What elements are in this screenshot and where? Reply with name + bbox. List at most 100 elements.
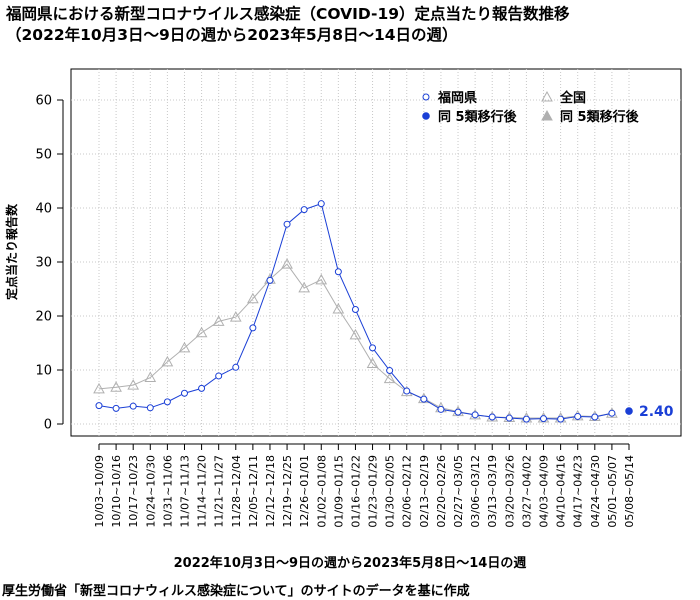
x-tick-label-24: 03/20~03/26 [503,455,516,528]
x-tick-label-30: 05/01~05/07 [606,455,619,528]
x-tick-label-26: 04/03~04/09 [538,455,551,528]
fukuoka-point-7 [215,372,223,380]
x-tick-label-31: 05/08~05/14 [623,455,636,528]
y-tick-label-6: 60 [35,94,52,109]
x-tick-label-8: 11/28~12/04 [230,455,243,528]
x-tick-label-28: 04/17~04/23 [572,455,585,528]
national-point-5 [178,341,191,353]
legend-label-national: 全国 [559,90,586,106]
national-point-14 [332,302,345,314]
national-point-4 [161,355,174,367]
y-axis-label: 定点当たり報告数 [4,203,19,300]
fukuoka-point-3 [146,404,154,412]
source-note: 厚生労働省「新型コロナウィルス感染症について」のサイトのデータを基に作成 [2,584,470,599]
fukuoka-point-17 [386,367,394,375]
x-tick-label-23: 03/13~03/19 [486,455,499,528]
national-point-7 [212,315,225,326]
x-tick-label-4: 10/31~11/06 [161,455,174,528]
fukuoka-point-25 [522,415,530,423]
y-tick-label-3: 30 [35,256,52,271]
x-tick-label-27: 04/10~04/16 [555,455,568,528]
x-tick-label-11: 12/19~12/25 [281,455,294,528]
x-tick-label-12: 12/26~01/01 [298,455,311,528]
x-tick-label-20: 02/20~02/26 [435,455,448,528]
national-point-2 [127,379,140,390]
x-tick-label-1: 10/10~10/16 [110,455,123,528]
fukuoka-point-26 [540,415,548,423]
x-tick-label-9: 12/05~12/11 [247,455,260,528]
fukuoka-point-21 [454,408,462,416]
fukuoka-point-19 [420,395,428,403]
national-point-0 [93,382,105,394]
x-axis-label: 2022年10月3日～9日の週から2023年5月8日～14日の週 [173,556,527,571]
legend-label-fukuoka-post: 同 5類移行後 [438,109,518,125]
fukuoka-point-2 [129,402,137,410]
fukuoka-point-6 [198,384,206,392]
legend-label-fukuoka: 福岡県 [437,90,477,106]
x-tick-label-6: 11/14~11/20 [196,455,209,528]
x-tick-label-15: 01/16~01/22 [349,455,362,528]
x-tick-label-3: 10/24~10/30 [144,455,157,528]
national-point-13 [315,273,328,285]
national-point-6 [195,326,208,338]
legend-marker-fukuoka [422,93,430,101]
fukuoka-point-29 [591,413,599,421]
fukuoka-point-14 [334,268,342,276]
x-tick-label-21: 02/27~03/05 [452,455,465,528]
x-tick-label-14: 01/09~01/15 [332,455,345,528]
fukuoka-point-27 [557,415,565,423]
national-point-11 [281,258,293,269]
x-tick-label-17: 01/30~02/05 [384,455,397,528]
legend-marker-national [541,90,553,102]
title-line-1: 福岡県における新型コロナウイルス感染症（COVID-19）定点当たり報告数推移 [6,5,570,23]
x-tick-label-25: 03/27~04/02 [520,455,533,528]
fukuoka-point-11 [283,220,291,228]
legend-label-national-post: 同 5類移行後 [560,109,640,125]
x-tick-label-18: 02/06~02/12 [401,455,414,528]
x-tick-label-5: 11/07~11/13 [178,455,191,528]
y-tick-label-1: 10 [35,364,52,379]
fukuoka-post-value-label: 2.40 [639,404,674,420]
fukuoka-point-1 [112,404,120,412]
fukuoka-point-12 [300,206,308,214]
national-point-9 [247,292,259,304]
fukuoka-point-0 [95,402,103,410]
national-point-12 [298,281,311,293]
national-point-15 [349,328,362,340]
fukuoka-point-28 [574,412,582,420]
fukuoka-point-10 [266,276,274,284]
title-line-2: （2022年10月3日～9日の週から2023年5月8日～14日の週） [6,26,458,44]
fukuoka-point-9 [249,324,257,332]
fukuoka-point-18 [403,387,411,395]
x-tick-label-22: 03/06~03/12 [469,455,482,528]
y-tick-label-5: 50 [35,148,52,163]
legend-marker-national-post [541,109,553,121]
national-point-1 [110,381,122,392]
x-tick-label-2: 10/17~10/23 [127,455,140,528]
fukuoka-point-24 [505,414,513,422]
fukuoka-point-15 [351,306,359,314]
fukuoka-point-20 [437,405,445,413]
national-point-3 [144,371,157,383]
fukuoka-point-8 [232,363,240,371]
x-tick-label-13: 01/02~01/08 [315,455,328,528]
x-tick-label-29: 04/24~04/30 [589,455,602,528]
national-point-17 [383,372,396,384]
national-point-16 [366,357,379,369]
national-point-8 [229,311,242,322]
plot-frame [70,68,682,437]
fukuoka-point-22 [471,411,479,419]
fukuoka-point-13 [317,200,325,208]
legend-marker-fukuoka-post [422,112,430,120]
fukuoka-point-23 [488,413,496,421]
x-tick-label-0: 10/03~10/09 [93,455,106,528]
fukuoka-point-5 [180,389,188,397]
x-tick-label-10: 12/12~12/18 [264,455,277,528]
x-tick-label-7: 11/21~11/27 [213,455,226,528]
fukuoka-point-30 [608,409,616,417]
fukuoka-point-4 [163,398,171,406]
x-tick-label-16: 01/23~01/29 [367,455,380,528]
x-tick-label-19: 02/13~02/19 [418,455,431,528]
y-tick-label-0: 0 [44,418,52,433]
